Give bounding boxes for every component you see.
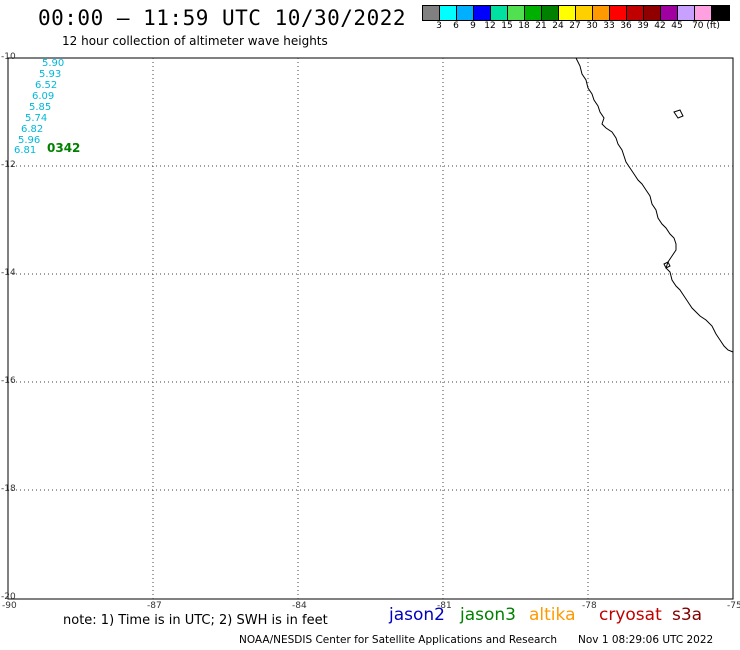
scale-label: 36 xyxy=(620,21,632,31)
latitude-label: -10 xyxy=(1,52,16,62)
scale-label: 24 xyxy=(552,21,564,31)
longitude-label: -81 xyxy=(437,601,452,611)
scale-swatch xyxy=(525,6,542,20)
wave-height-value: 5.85 xyxy=(29,102,51,113)
longitude-label: -90 xyxy=(2,601,17,611)
scale-swatch xyxy=(627,6,644,20)
scale-swatch xyxy=(508,6,525,20)
scale-label: 6 xyxy=(453,21,459,31)
scale-label: 15 xyxy=(501,21,513,31)
scale-swatch xyxy=(474,6,491,20)
wave-height-value: 6.81 xyxy=(14,145,36,156)
altimeter-track-labels: 5.905.936.526.095.855.746.825.966.81 0342 xyxy=(14,58,80,156)
scale-label: 18 xyxy=(518,21,530,31)
wave-height-value: 5.93 xyxy=(39,69,61,80)
coast-inlet xyxy=(663,261,671,269)
wave-height-value: 5.96 xyxy=(18,135,40,146)
satellite-jason2: jason2 xyxy=(389,605,445,625)
latitude-label: -16 xyxy=(1,376,16,386)
pass-time-label: 0342 xyxy=(47,141,80,155)
color-scale-labels: 3 6 9 12 15 18 21 24 27 30 33 36 39 42 45 70 (ft) xyxy=(422,21,740,33)
latitude-label: -14 xyxy=(1,268,16,278)
scale-label: 12 xyxy=(484,21,496,31)
scale-label: 9 xyxy=(470,21,476,31)
scale-swatch xyxy=(559,6,576,20)
map-gridlines xyxy=(8,58,733,599)
scale-label: 70 (ft) xyxy=(692,21,720,31)
scale-label: 3 xyxy=(436,21,442,31)
scale-swatch xyxy=(593,6,610,20)
scale-swatch xyxy=(491,6,508,20)
credit-text: NOAA/NESDIS Center for Satellite Applica… xyxy=(239,634,557,646)
coastline xyxy=(575,57,734,353)
scale-label: 42 xyxy=(654,21,666,31)
scale-swatch xyxy=(695,6,712,20)
longitude-label: -75 xyxy=(727,601,740,611)
wave-height-value: 5.74 xyxy=(25,113,47,124)
latitude-label: -12 xyxy=(1,160,16,170)
scale-swatch xyxy=(457,6,474,20)
scale-label: 30 xyxy=(586,21,598,31)
scale-swatch xyxy=(440,6,457,20)
scale-swatch xyxy=(678,6,695,20)
satellite-altika: altika xyxy=(529,605,576,625)
footer-note: note: 1) Time is in UTC; 2) SWH is in fe… xyxy=(63,613,328,628)
map-subtitle: 12 hour collection of altimeter wave hei… xyxy=(62,34,328,48)
longitude-label: -84 xyxy=(292,601,307,611)
satellite-jason3: jason3 xyxy=(460,605,516,625)
scale-label: 21 xyxy=(535,21,547,31)
scale-swatch xyxy=(423,6,440,20)
scale-label: 33 xyxy=(603,21,615,31)
longitude-label: -87 xyxy=(147,601,162,611)
satellite-s3a: s3a xyxy=(672,605,703,625)
wave-height-value: 6.52 xyxy=(35,80,57,91)
latitude-label: -18 xyxy=(1,484,16,494)
scale-label: 27 xyxy=(569,21,581,31)
map-frame xyxy=(7,57,734,600)
wave-height-value: 5.90 xyxy=(42,58,64,69)
scale-swatch xyxy=(712,6,729,20)
scale-swatch xyxy=(644,6,661,20)
scale-swatch xyxy=(610,6,627,20)
wave-height-color-scale xyxy=(422,5,730,21)
scale-label: 45 xyxy=(671,21,683,31)
wave-height-value: 6.82 xyxy=(21,124,43,135)
island xyxy=(673,109,684,119)
map-title: 00:00 – 11:59 UTC 10/30/2022 xyxy=(38,6,407,30)
scale-swatch xyxy=(661,6,678,20)
scale-label: 39 xyxy=(637,21,649,31)
scale-swatch xyxy=(542,6,559,20)
generation-timestamp: Nov 1 08:29:06 UTC 2022 xyxy=(578,634,714,646)
latitude-label: -20 xyxy=(1,592,16,602)
scale-swatch xyxy=(576,6,593,20)
longitude-label: -78 xyxy=(582,601,597,611)
wave-height-value: 6.09 xyxy=(32,91,54,102)
satellite-cryosat: cryosat xyxy=(599,605,662,625)
